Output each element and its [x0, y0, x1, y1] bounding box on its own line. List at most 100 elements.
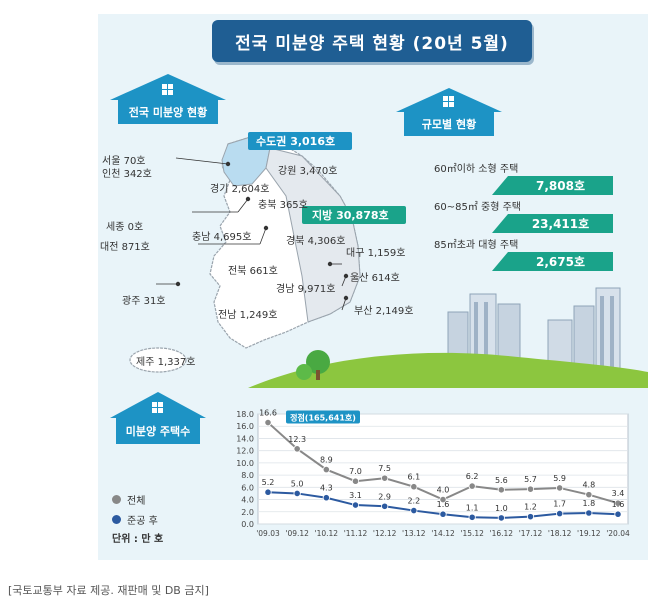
size-label-medium: 60~85㎡ 중형 주택 — [434, 202, 521, 213]
legend-dot-total — [112, 495, 121, 504]
data-label: 5.0 — [291, 479, 304, 488]
data-label: 2.9 — [378, 492, 391, 501]
window-icon — [162, 84, 173, 95]
region-jeju: 제주 1,337호 — [136, 357, 196, 368]
city-illustration — [248, 287, 648, 388]
data-point — [556, 484, 564, 492]
data-point — [410, 483, 418, 491]
jeju-island — [129, 347, 187, 373]
window-icon — [152, 402, 163, 413]
jibang-value: 지방 30,878호 — [312, 209, 389, 222]
unit-note: 단위 : 만 호 — [112, 530, 163, 545]
unsold-housing-chart: 0.0 2.0 4.0 6.0 8.0 10.0 12.0 14.0 16.0 18.0 '09.0… — [236, 409, 630, 538]
data-point — [439, 495, 447, 504]
data-point — [410, 506, 418, 515]
region-chungnam: 충남 4,695호 — [192, 232, 252, 243]
data-point — [526, 485, 535, 493]
region-daejeon: 대전 871호 — [100, 242, 150, 253]
value-box-tail — [492, 176, 508, 195]
legend-label-total: 전체 — [127, 496, 146, 507]
data-point — [556, 510, 564, 518]
data-point — [264, 418, 272, 427]
size-section-heading: 규모별 현황 — [421, 118, 477, 131]
size-value-small: 7,808호 — [508, 176, 613, 195]
x-tick-label: '09.12 — [285, 529, 309, 538]
data-point — [585, 509, 593, 517]
data-point — [381, 474, 389, 482]
data-point — [526, 513, 535, 521]
region-jeonnam: 전남 1,249호 — [218, 310, 278, 321]
legend-item-total: 전체 — [112, 492, 145, 507]
map-jibang — [265, 147, 361, 323]
infographic-card: 전국 미분양 주택 현황 (20년 5월) 전국 미분양 현황 규모별 현황 미… — [98, 14, 648, 560]
data-point — [614, 510, 622, 518]
x-tick-label: '20.04 — [606, 529, 630, 538]
legend-dot-completed — [112, 515, 121, 524]
size-section-header: 규모별 현황 — [394, 84, 504, 142]
data-label: 5.2 — [262, 478, 275, 487]
region-seoul: 서울 70호 — [102, 156, 146, 167]
data-label: 12.3 — [288, 435, 306, 444]
peak-annotation: 정점(165,641호) — [290, 413, 356, 423]
x-tick-label: '18.12 — [548, 529, 572, 538]
x-tick-label: '10.12 — [315, 529, 339, 538]
data-point — [381, 502, 389, 510]
data-label: 7.0 — [349, 467, 362, 476]
data-label: 5.6 — [495, 476, 508, 485]
data-point — [468, 482, 476, 490]
size-value-medium: 23,411호 — [508, 214, 613, 233]
y-tick-label: 10.0 — [236, 459, 254, 468]
x-tick-label: '09.03 — [256, 529, 280, 538]
window-icon — [443, 96, 454, 107]
y-tick-label: 6.0 — [241, 483, 254, 492]
data-point — [351, 477, 360, 485]
title-banner: 전국 미분양 주택 현황 (20년 5월) — [212, 20, 532, 62]
jibang-tag: 지방 30,878호 — [302, 206, 406, 224]
data-label: 1.6 — [612, 500, 625, 509]
data-label: 1.8 — [582, 499, 595, 508]
data-point — [614, 499, 622, 507]
data-point — [322, 494, 330, 502]
data-label: 6.1 — [407, 473, 420, 482]
x-tick-label: '12.12 — [373, 529, 397, 538]
y-tick-label: 8.0 — [241, 471, 254, 480]
data-point — [585, 491, 593, 499]
data-point — [497, 486, 505, 494]
data-label: 4.0 — [437, 486, 450, 495]
data-label: 4.3 — [320, 484, 333, 493]
data-point — [468, 513, 476, 521]
data-label: 7.5 — [378, 464, 391, 473]
data-label: 16.6 — [259, 409, 277, 418]
sudogwon-value: 수도권 3,016호 — [256, 135, 336, 148]
map-section-header: 전국 미분양 현황 — [108, 70, 228, 130]
data-label: 1.2 — [524, 503, 537, 512]
region-gwangju: 광주 31호 — [122, 296, 166, 307]
data-label: 1.7 — [553, 500, 566, 509]
data-point — [439, 510, 447, 518]
region-gyeonggi: 경기 2,604호 — [210, 184, 270, 195]
region-busan: 부산 2,149호 — [354, 306, 414, 317]
y-tick-label: 18.0 — [236, 410, 254, 419]
size-label-small: 60㎡이하 소형 주택 — [434, 164, 519, 175]
data-label: 1.1 — [466, 503, 479, 512]
map-leader-lines — [156, 157, 349, 311]
page-title: 전국 미분양 주택 현황 (20년 5월) — [235, 33, 509, 54]
region-sejong: 세종 0호 — [106, 222, 144, 233]
x-tick-label: '13.12 — [402, 529, 426, 538]
region-gangwon: 강원 3,470호 — [278, 166, 338, 177]
y-tick-label: 4.0 — [241, 496, 254, 505]
unit-label: 단위 : 만 호 — [112, 534, 164, 545]
map-section-heading: 전국 미분양 현황 — [128, 106, 208, 119]
tree — [296, 364, 312, 380]
data-point — [322, 466, 330, 474]
region-incheon: 인천 342호 — [102, 169, 152, 180]
x-tick-label: '16.12 — [490, 529, 514, 538]
data-label: 5.9 — [553, 474, 566, 483]
data-label: 3.4 — [612, 489, 625, 498]
size-value-large: 2,675호 — [508, 252, 613, 271]
peak-annotation-box — [286, 410, 360, 424]
region-daegu: 대구 1,159호 — [346, 248, 406, 259]
data-label: 3.1 — [349, 491, 362, 500]
y-tick-label: 2.0 — [241, 508, 254, 517]
data-label: 8.9 — [320, 456, 333, 465]
